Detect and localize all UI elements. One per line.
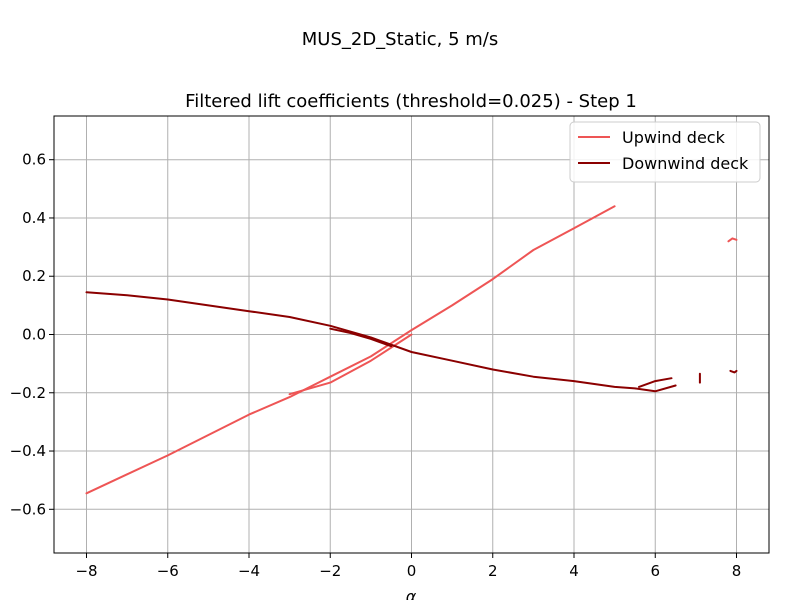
x-tick-label: 0 [407, 562, 417, 580]
x-tick-label: −6 [157, 562, 179, 580]
x-tick-label: 4 [569, 562, 579, 580]
x-tick-label: −4 [238, 562, 260, 580]
y-tick-label: 0.6 [22, 151, 46, 169]
downwind-deck-line [638, 377, 673, 388]
y-tick-label: 0.4 [22, 209, 46, 227]
chart-title: Filtered lift coefficients (threshold=0.… [185, 91, 637, 112]
y-tick-label: 0.2 [22, 267, 46, 285]
x-tick-label: 8 [732, 562, 742, 580]
legend-label-upwind: Upwind deck [622, 128, 726, 147]
upwind-deck-line [288, 333, 413, 396]
series-lines [85, 205, 738, 495]
x-tick-label: 6 [650, 562, 660, 580]
downwind-deck-line [329, 327, 393, 348]
downwind-deck-line [729, 369, 738, 374]
x-tick-label: −8 [75, 562, 97, 580]
x-tick-label: −2 [319, 562, 341, 580]
y-tick-label: −0.4 [10, 442, 46, 460]
upwind-deck-line [85, 205, 616, 495]
downwind-deck-line [85, 291, 677, 393]
upwind-deck-line [727, 237, 738, 243]
x-axis-label: α [406, 587, 417, 600]
figure-suptitle: MUS_2D_Static, 5 m/s [302, 29, 499, 50]
legend-box [569, 121, 761, 183]
y-axis-ticks: −0.6 −0.4 −0.2 0.0 0.2 0.4 0.6 [10, 151, 54, 518]
x-axis-ticks: −8 −6 −4 −2 0 2 4 6 8 [75, 553, 741, 580]
y-tick-label: −0.2 [10, 384, 46, 402]
legend: Upwind deck Downwind deck [569, 121, 761, 183]
y-tick-label: 0.0 [22, 326, 46, 344]
x-tick-label: 2 [488, 562, 498, 580]
y-tick-label: −0.6 [10, 500, 46, 518]
legend-label-downwind: Downwind deck [622, 154, 749, 173]
